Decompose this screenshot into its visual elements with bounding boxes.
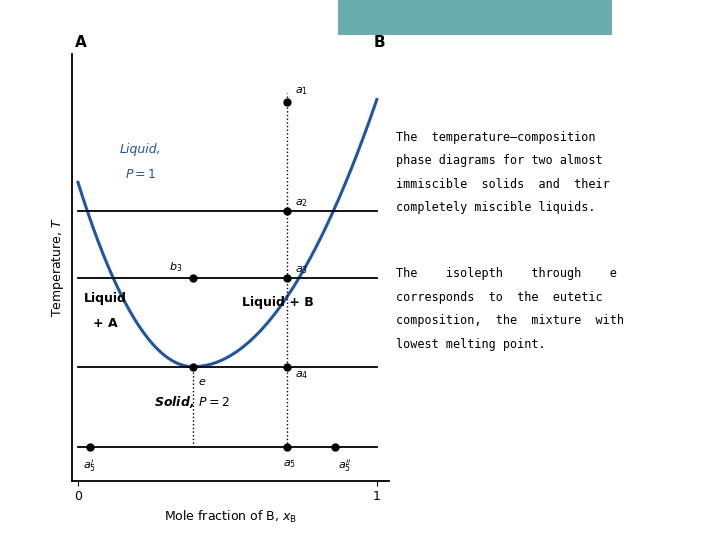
Text: $a_5'$: $a_5'$: [84, 458, 96, 474]
Bar: [338, 0, 612, 35]
Text: $a_2$: $a_2$: [294, 198, 307, 210]
Text: The  temperature–composition: The temperature–composition: [396, 131, 595, 144]
Y-axis label: Temperature, $T$: Temperature, $T$: [50, 217, 66, 318]
X-axis label: Mole fraction of B, $x_\mathrm{B}$: Mole fraction of B, $x_\mathrm{B}$: [164, 509, 297, 525]
Text: The    isolepth    through    e: The isolepth through e: [396, 267, 617, 280]
Text: immiscible  solids  and  their: immiscible solids and their: [396, 178, 610, 191]
Text: completely miscible liquids.: completely miscible liquids.: [396, 201, 595, 214]
Text: Liquid,: Liquid,: [120, 143, 161, 156]
Text: $b_3$: $b_3$: [168, 260, 182, 274]
Text: $a_1$: $a_1$: [294, 86, 307, 98]
Text: $e$: $e$: [197, 377, 206, 387]
Text: $a_5$: $a_5$: [283, 458, 296, 470]
Text: Liquid + B: Liquid + B: [243, 296, 314, 309]
Text: lowest melting point.: lowest melting point.: [396, 338, 546, 350]
Text: $a_5''$: $a_5''$: [338, 458, 351, 474]
Text: + A: + A: [93, 317, 117, 330]
Text: Liquid: Liquid: [84, 292, 126, 305]
Text: phase diagrams for two almost: phase diagrams for two almost: [396, 154, 603, 167]
Text: B: B: [374, 35, 386, 50]
Text: $a_3$: $a_3$: [294, 264, 307, 275]
Text: $P = 1$: $P = 1$: [125, 167, 156, 180]
Text: A: A: [75, 35, 87, 50]
Text: composition,  the  mixture  with: composition, the mixture with: [396, 314, 624, 327]
Text: $a_4$: $a_4$: [294, 369, 308, 381]
Text: Solid, $P = 2$: Solid, $P = 2$: [153, 394, 230, 410]
Text: corresponds  to  the  eutetic: corresponds to the eutetic: [396, 291, 603, 304]
